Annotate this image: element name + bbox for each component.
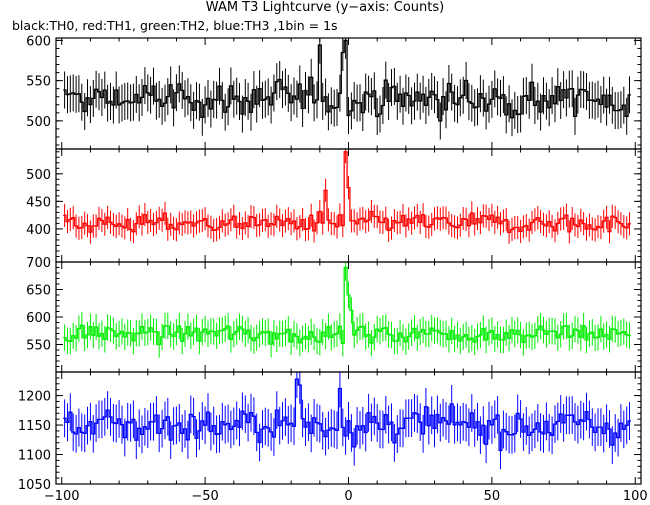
- y-tick-label: 1050: [18, 478, 51, 493]
- series-line-th2: [63, 266, 631, 346]
- y-tick-label: 1100: [18, 449, 51, 464]
- y-tick-label: 500: [26, 115, 51, 130]
- y-tick-label: 1150: [18, 419, 51, 434]
- y-tick-label: 550: [26, 75, 51, 90]
- y-tick-label: 650: [26, 284, 51, 299]
- panel-frame: [55, 261, 642, 373]
- y-tick-label: 500: [26, 168, 51, 183]
- y-tick-label: 600: [26, 34, 51, 49]
- y-tick-label: 400: [26, 223, 51, 238]
- series-line-th0: [63, 39, 631, 122]
- x-tick-label: −50: [191, 489, 218, 504]
- y-tick-label: 450: [26, 195, 51, 210]
- y-tick-label: 550: [26, 339, 51, 354]
- chart-title: WAM T3 Lightcurve (y−axis: Counts): [205, 0, 445, 15]
- x-tick-label: 0: [344, 489, 352, 504]
- chart-subtitle: black:TH0, red:TH1, green:TH2, blue:TH3 …: [12, 18, 338, 33]
- panel-th0: 500 550 600: [26, 34, 642, 150]
- panel-th1: 400 450 500: [26, 148, 642, 263]
- x-tick-label: 100: [623, 489, 648, 504]
- series-line-th1: [63, 151, 631, 233]
- x-tick-label: −100: [44, 489, 80, 504]
- y-tick-label: 1200: [18, 390, 51, 405]
- panel-th3: 1050 1100 1150 1200: [18, 371, 642, 493]
- panel-th2: 550 600 650 700: [26, 256, 642, 373]
- y-tick-label: 700: [26, 256, 51, 271]
- panel-frame: [55, 371, 642, 485]
- x-tick-label: 50: [484, 489, 501, 504]
- y-tick-label: 600: [26, 311, 51, 326]
- series-line-th3: [63, 378, 631, 452]
- panel-frame: [55, 148, 642, 263]
